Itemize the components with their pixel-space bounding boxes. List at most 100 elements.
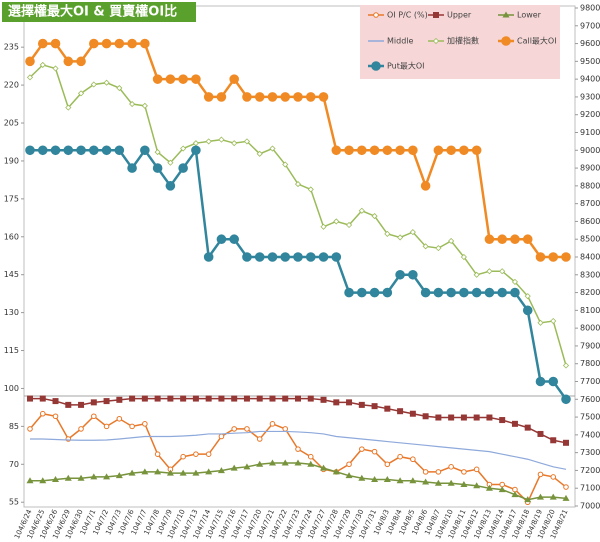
data-point	[282, 161, 289, 168]
data-point	[497, 234, 507, 245]
data-point	[563, 484, 569, 490]
legend-label: Call最大OI	[517, 36, 557, 46]
y-tick-label: 235	[4, 43, 19, 52]
data-point	[420, 181, 431, 191]
data-point	[471, 287, 482, 298]
data-point	[244, 426, 250, 432]
data-point	[268, 459, 276, 466]
data-point	[142, 421, 148, 427]
data-point	[180, 453, 186, 460]
data-point	[511, 420, 518, 427]
data-point	[460, 481, 468, 488]
data-point	[167, 159, 174, 166]
data-point	[473, 482, 481, 489]
data-point	[371, 448, 378, 455]
data-point	[90, 81, 97, 88]
data-point	[50, 145, 61, 156]
data-point	[548, 252, 559, 262]
data-point	[267, 92, 278, 102]
data-point	[511, 491, 519, 498]
data-point	[129, 100, 136, 108]
y-tick-label: 160	[4, 232, 19, 241]
data-point	[484, 287, 495, 298]
data-point	[548, 376, 559, 387]
data-point	[52, 413, 59, 420]
data-point	[293, 92, 303, 102]
data-point	[78, 401, 85, 408]
data-point	[178, 74, 188, 84]
y2-tick-label: 8100	[580, 306, 600, 315]
y2-tick-label: 7500	[580, 413, 600, 422]
data-point	[218, 136, 225, 143]
data-point	[498, 486, 506, 493]
y2-tick-label: 7100	[580, 484, 600, 493]
data-point	[216, 234, 227, 245]
legend-label: OI P/C (%)	[387, 11, 428, 20]
y2-tick-label: 8900	[580, 164, 600, 173]
y2-tick-label: 9400	[580, 75, 600, 84]
data-point	[295, 395, 301, 402]
data-point	[422, 469, 429, 475]
data-point	[243, 395, 250, 402]
legend-marker	[371, 61, 381, 71]
data-point	[471, 145, 482, 156]
data-point	[180, 395, 187, 402]
y2-tick-label: 9500	[580, 57, 600, 66]
data-point	[231, 426, 237, 432]
data-point	[320, 464, 328, 471]
data-point	[293, 252, 303, 262]
data-point	[383, 475, 391, 482]
legend-marker	[432, 37, 440, 45]
y2-tick-label: 8200	[580, 288, 600, 297]
data-point	[218, 433, 225, 440]
data-point	[216, 92, 227, 102]
data-point	[267, 252, 278, 262]
data-point	[550, 437, 557, 444]
data-point	[256, 395, 263, 402]
data-point	[242, 92, 252, 102]
data-point	[191, 74, 201, 84]
data-point	[562, 494, 570, 501]
data-point	[231, 395, 238, 402]
data-point	[89, 145, 99, 156]
y-tick-label: 100	[4, 384, 19, 393]
data-point	[524, 293, 531, 300]
legend-label: 加權指數	[447, 36, 479, 46]
y2-tick-label: 7300	[580, 448, 600, 457]
data-point	[384, 230, 391, 237]
y2-tick-label: 7600	[580, 395, 600, 404]
data-point	[77, 474, 85, 481]
y2-tick-label: 8600	[580, 217, 600, 226]
data-point	[561, 252, 571, 262]
data-point	[359, 446, 365, 452]
data-point	[128, 469, 136, 476]
y2-tick-label: 8300	[580, 270, 600, 279]
y2-tick-label: 8700	[580, 199, 600, 208]
data-point	[192, 395, 199, 402]
data-point	[166, 469, 174, 476]
data-point	[408, 145, 418, 156]
data-point	[460, 253, 467, 261]
data-point	[433, 145, 444, 156]
data-point	[307, 186, 314, 193]
y-tick-label: 145	[4, 270, 19, 279]
data-point	[486, 414, 493, 421]
data-point	[499, 417, 506, 424]
title-box	[2, 2, 196, 22]
y-tick-label: 190	[4, 156, 19, 165]
data-point	[37, 145, 48, 156]
data-point	[459, 145, 469, 156]
data-point	[243, 463, 251, 470]
data-point	[179, 469, 187, 476]
y2-tick-label: 9100	[580, 128, 600, 137]
data-point	[25, 145, 35, 156]
data-point	[331, 145, 342, 156]
data-point	[307, 453, 314, 460]
y2-tick-label: 9200	[580, 110, 600, 119]
data-point	[203, 252, 214, 262]
data-point	[154, 395, 161, 402]
legend-label: Lower	[517, 11, 542, 20]
data-point	[307, 395, 314, 402]
data-point	[192, 469, 200, 476]
data-point	[231, 140, 238, 147]
